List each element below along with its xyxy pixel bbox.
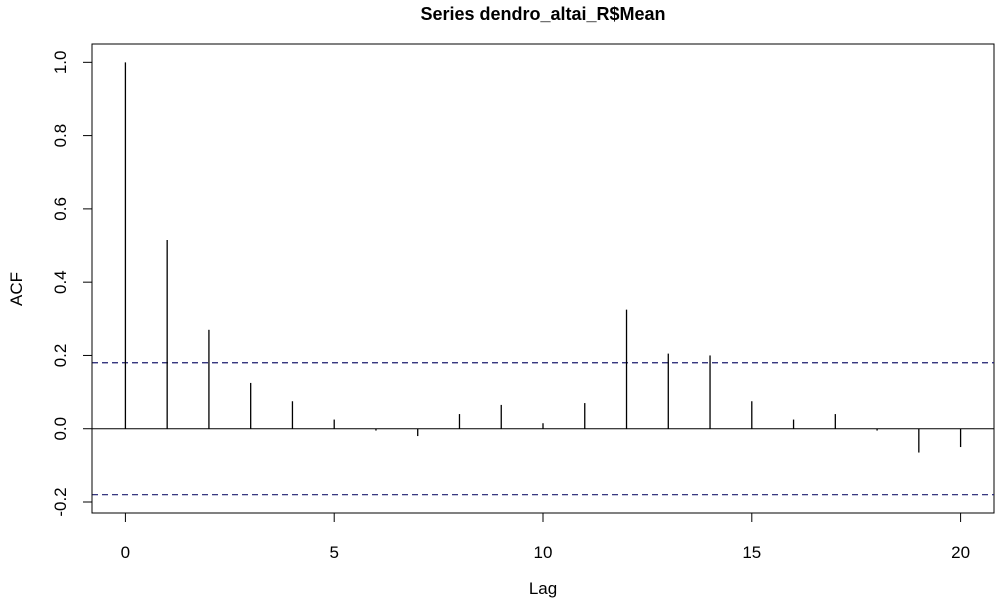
chart-title: Series dendro_altai_R$Mean bbox=[420, 4, 665, 24]
y-tick-label: 1.0 bbox=[51, 51, 70, 75]
y-tick-label: 0.4 bbox=[51, 270, 70, 294]
y-axis-label: ACF bbox=[7, 272, 26, 306]
plot-frame bbox=[91, 43, 995, 514]
x-tick-label: 5 bbox=[329, 543, 338, 562]
x-axis-label: Lag bbox=[529, 579, 557, 598]
plot-marks: 0 5 10 15 20 -0.2 0.0 0.2 0.4 0.6 0.8 1.0 bbox=[51, 51, 994, 562]
y-tick-label: -0.2 bbox=[51, 487, 70, 516]
y-tick-label: 0.0 bbox=[51, 417, 70, 441]
x-tick-label: 20 bbox=[951, 543, 970, 562]
x-tick-label: 15 bbox=[742, 543, 761, 562]
x-tick-label: 0 bbox=[121, 543, 130, 562]
y-tick-label: 0.2 bbox=[51, 344, 70, 368]
y-tick-label: 0.6 bbox=[51, 197, 70, 221]
x-tick-label: 10 bbox=[534, 543, 553, 562]
y-tick-label: 0.8 bbox=[51, 124, 70, 148]
